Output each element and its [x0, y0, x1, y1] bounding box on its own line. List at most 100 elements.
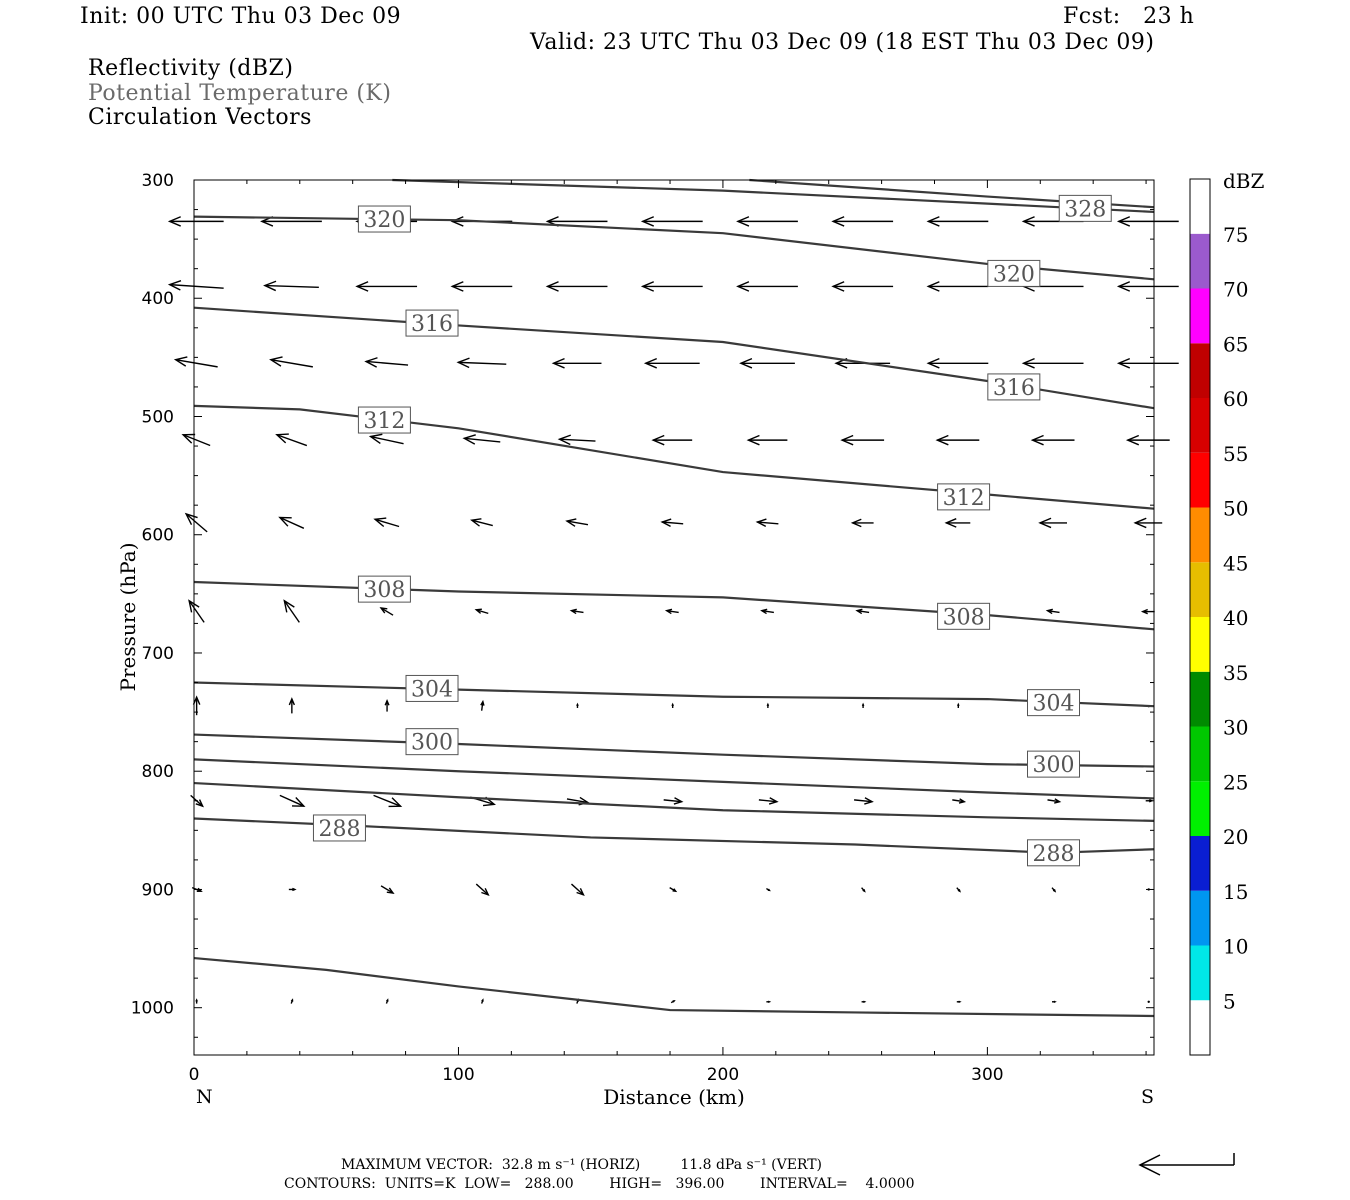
circulation-vector: [1045, 608, 1060, 615]
vector-head: [167, 216, 181, 227]
x-axis-label: Distance (km): [603, 1085, 745, 1109]
circulation-vector: [861, 887, 866, 893]
vector-shaft: [566, 798, 589, 804]
vector-head: [373, 517, 387, 528]
vector-head: [275, 433, 289, 444]
contour-label: 304: [411, 677, 453, 702]
circulation-vector: [1140, 608, 1155, 615]
circulation-vector: [758, 797, 779, 805]
vector-shaft: [370, 435, 404, 445]
vector-head: [863, 1000, 867, 1003]
vector-head: [1133, 517, 1147, 529]
vector-head: [640, 216, 655, 227]
vector-head: [269, 356, 283, 367]
y-tick-label: 400: [142, 289, 174, 309]
contour-label: 288: [318, 817, 360, 842]
vector-head: [760, 608, 768, 615]
x-right-end-label: S: [1141, 1086, 1155, 1108]
vector-head: [746, 434, 760, 446]
circulation-vector: [1052, 1000, 1057, 1003]
circulation-vector: [935, 434, 980, 446]
circulation-vector: [557, 434, 596, 446]
circulation-vector: [736, 281, 798, 292]
y-tick-label: 600: [142, 526, 174, 546]
circulation-vector: [195, 998, 198, 1004]
vector-head: [480, 699, 485, 706]
vector-head: [1140, 608, 1148, 615]
colorbar-level-label: 10: [1223, 935, 1248, 959]
vector-shaft: [757, 521, 779, 525]
circulation-vector: [275, 433, 308, 447]
theta-contour-284: [193, 956, 1155, 1018]
circulation-vector: [263, 280, 319, 292]
vector-head: [1125, 434, 1140, 446]
circulation-vector: [456, 357, 507, 369]
vector-head: [1021, 216, 1035, 227]
vector-shaft: [666, 609, 679, 614]
circulation-vector: [660, 518, 684, 528]
circulation-vector: [379, 607, 394, 616]
vector-shaft: [856, 609, 870, 614]
circulation-vector: [565, 518, 589, 527]
vector-shaft: [283, 600, 300, 623]
field-reflectivity: Reflectivity (dBZ): [88, 56, 294, 81]
colorbar-swatch: [1190, 179, 1210, 234]
vector-head: [167, 280, 182, 291]
circulation-vector: [669, 887, 678, 893]
vector-head: [364, 357, 378, 368]
vector-head: [671, 702, 674, 707]
vector-shaft: [1047, 609, 1060, 614]
x-tick-label: 0: [189, 1065, 200, 1085]
theta-contour-304: [193, 681, 1155, 708]
circulation-vector: [760, 608, 774, 615]
colorbar-level-label: 25: [1223, 770, 1248, 794]
vector-head: [278, 516, 292, 527]
vector-shaft: [264, 284, 319, 289]
vector-head: [292, 887, 297, 892]
circulation-vector: [551, 357, 602, 369]
contour-label-box: [987, 373, 1041, 401]
vector-head: [557, 434, 571, 446]
circulation-vector: [355, 281, 418, 292]
vector-shaft: [458, 361, 507, 365]
circulation-vector: [926, 281, 989, 292]
colorbar-swatch: [1190, 726, 1210, 782]
circulation-vector: [373, 794, 403, 808]
colorbar-swatch: [1190, 507, 1210, 563]
contour-label-box: [405, 309, 459, 337]
circulation-vector: [462, 434, 501, 445]
vector-head: [1021, 357, 1035, 369]
vector-head: [640, 281, 655, 292]
colorbar-swatch: [1190, 452, 1210, 508]
vector-head: [935, 434, 949, 446]
vector-head: [643, 357, 658, 369]
x-left-end-label: N: [196, 1086, 213, 1108]
circulation-vector: [269, 356, 313, 368]
vector-shaft: [380, 885, 394, 894]
colorbar-swatch: [1190, 836, 1210, 891]
circulation-vector: [181, 433, 211, 447]
vector-head: [767, 888, 771, 892]
vector-head: [855, 608, 863, 615]
circulation-vector: [184, 512, 208, 533]
circulation-vector: [167, 216, 224, 227]
circulation-vector: [957, 702, 960, 708]
vector-head: [565, 518, 577, 527]
vector-head: [551, 357, 565, 369]
circulation-vector: [861, 1000, 867, 1003]
colorbar-swatch: [1190, 890, 1210, 946]
vector-head: [862, 889, 866, 893]
vector-head: [1045, 608, 1053, 615]
vector-shaft: [270, 358, 313, 368]
vector-shaft: [1047, 799, 1060, 803]
vector-head: [944, 518, 957, 528]
vector-shaft: [952, 799, 965, 803]
theta-contour-316: [193, 306, 1155, 410]
contour-label-box: [312, 814, 366, 842]
colorbar-swatch: [1190, 233, 1210, 289]
colorbar-level-label: 5: [1223, 989, 1236, 1013]
vector-head: [850, 518, 862, 528]
circulation-vector: [926, 216, 989, 227]
circulation-vector: [290, 998, 294, 1004]
vector-head: [673, 797, 684, 805]
